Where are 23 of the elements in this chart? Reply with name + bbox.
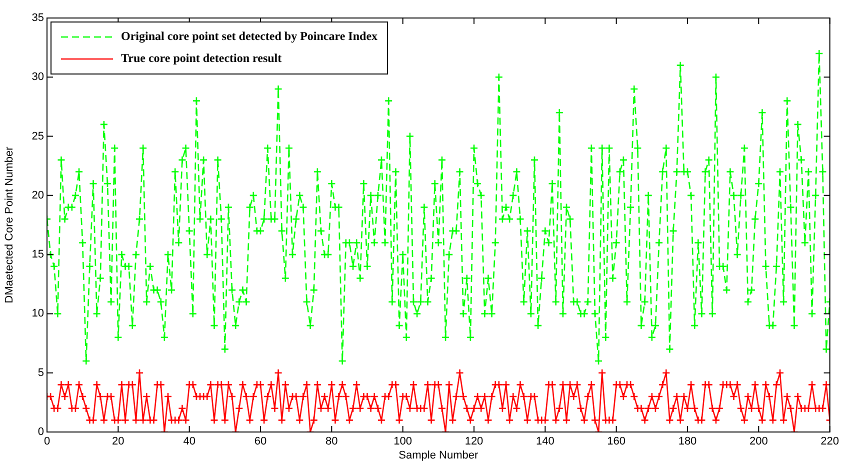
x-tick-label: 140 — [536, 436, 554, 448]
x-tick-label: 120 — [464, 436, 484, 448]
x-tick-label: 40 — [183, 436, 196, 448]
y-tick-label: 20 — [32, 189, 44, 202]
x-tick-label: 160 — [607, 436, 626, 448]
legend-label: True core point detection result — [121, 51, 282, 66]
y-tick-label: 0 — [38, 426, 44, 438]
x-tick-label: 100 — [394, 436, 412, 448]
y-tick-label: 10 — [32, 308, 44, 320]
x-axis-title: Sample Number — [398, 449, 478, 462]
legend-label: Original core point set detected by Poincare Index — [121, 29, 378, 44]
y-tick-label: 30 — [32, 71, 44, 84]
y-tick-label: 35 — [32, 12, 44, 24]
y-tick-label: 15 — [32, 248, 44, 261]
x-tick-label: 200 — [749, 436, 768, 448]
x-tick-label: 60 — [254, 436, 267, 448]
y-axis-title: DMaetected Core Point Number — [4, 146, 16, 304]
x-tick-label: 80 — [326, 436, 338, 448]
x-tick-label: 20 — [112, 436, 124, 448]
x-tick-label: 180 — [678, 436, 697, 448]
y-tick-label: 5 — [38, 366, 44, 379]
y-tick-label: 25 — [32, 130, 44, 142]
x-tick-label: 220 — [820, 436, 840, 448]
